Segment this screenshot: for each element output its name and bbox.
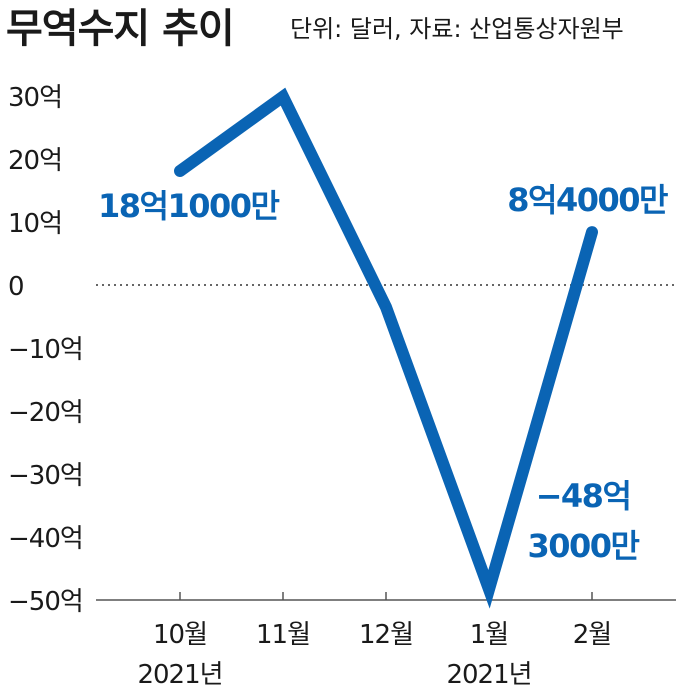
y-tick-label: −50억 bbox=[8, 587, 83, 617]
x-axis: 10월 2021년 11월 12월 1월 2021년 2월 bbox=[137, 592, 612, 689]
y-tick-label: 30억 bbox=[8, 83, 62, 113]
x-tick-label: 11월 bbox=[256, 620, 310, 650]
y-axis: 30억 20억 10억 0 −10억 −20억 −30억 −40억 −50억 bbox=[8, 83, 84, 617]
x-year-label: 2021년 bbox=[137, 660, 222, 689]
x-tick-label: 12월 bbox=[359, 620, 413, 650]
series-group bbox=[174, 87, 598, 609]
data-label: 8억4000만 bbox=[507, 181, 668, 219]
data-label: −48억 bbox=[536, 477, 631, 515]
data-labels: 18억1000만 8억4000만 −48억 3000만 bbox=[98, 181, 670, 565]
y-tick-label: −40억 bbox=[8, 524, 83, 554]
data-point bbox=[385, 306, 387, 309]
chart-subtitle: 단위: 달러, 자료: 산업통상자원부 bbox=[290, 15, 624, 43]
data-point bbox=[179, 169, 181, 172]
y-tick-label: −20억 bbox=[8, 398, 83, 428]
data-label: 3000만 bbox=[527, 527, 639, 565]
y-tick-label: 20억 bbox=[8, 146, 62, 176]
y-tick-label: 0 bbox=[8, 272, 24, 302]
x-tick-label: 10월 bbox=[153, 620, 207, 650]
data-point bbox=[591, 231, 593, 234]
x-year-label: 2021년 bbox=[446, 660, 531, 689]
y-tick-label: 10억 bbox=[8, 209, 62, 239]
data-label: 18억1000만 bbox=[98, 187, 280, 225]
y-tick-label: −30억 bbox=[8, 461, 83, 491]
x-tick-label: 2월 bbox=[573, 620, 611, 650]
y-tick-label: −10억 bbox=[8, 335, 83, 365]
data-point bbox=[488, 588, 490, 591]
x-tick-label: 1월 bbox=[470, 620, 508, 650]
series-line bbox=[174, 87, 598, 609]
chart-title: 무역수지 추이 bbox=[6, 6, 234, 52]
data-point bbox=[282, 95, 284, 98]
